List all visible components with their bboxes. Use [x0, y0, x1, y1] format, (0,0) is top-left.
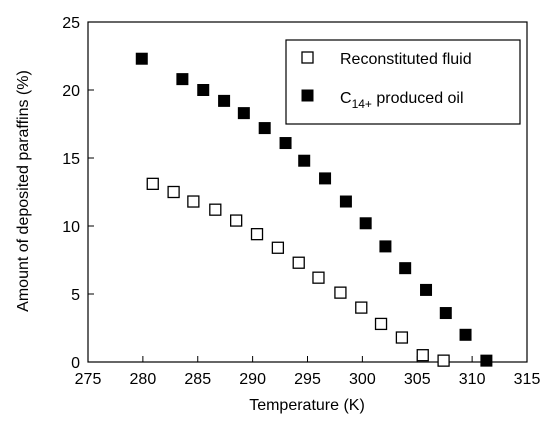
x-tick-label: 275	[75, 371, 102, 388]
data-point-reconstituted-fluid	[292, 256, 305, 269]
data-point-reconstituted-fluid	[167, 185, 180, 199]
legend-label-reconstituted-fluid: Reconstituted fluid	[340, 51, 472, 68]
data-point-c14-produced-oil	[359, 217, 372, 230]
data-point-c14-produced-oil	[420, 283, 433, 296]
axis-tick-labels: 275 280 285 290 295 300 305 310 315 0 5 10 15 20 25	[62, 15, 540, 388]
data-point-c14-produced-oil	[176, 73, 189, 86]
data-point-c14-produced-oil	[339, 195, 352, 208]
x-tick-label: 300	[349, 371, 376, 388]
data-point-reconstituted-fluid	[187, 195, 200, 208]
data-point-c14-produced-oil	[298, 154, 311, 167]
x-tick-label: 280	[130, 371, 157, 388]
x-tick-label: 290	[239, 371, 266, 388]
legend-label-suffix: produced oil	[372, 90, 464, 107]
y-tick-label: 25	[62, 15, 80, 32]
data-point-c14-produced-oil	[197, 84, 210, 96]
y-axis-label: Amount of deposited paraffins (%)	[15, 70, 32, 312]
data-point-reconstituted-fluid	[374, 317, 388, 331]
data-point-reconstituted-fluid	[250, 228, 264, 241]
y-tick-label: 5	[71, 287, 80, 304]
data-point-c14-produced-oil	[439, 307, 452, 320]
x-tick-label: 295	[294, 371, 321, 388]
data-point-reconstituted-fluid	[334, 286, 347, 299]
data-point-reconstituted-fluid	[437, 354, 450, 367]
data-point-reconstituted-fluid	[355, 301, 368, 314]
data-point-c14-produced-oil	[135, 52, 148, 65]
y-tick-label: 0	[71, 355, 80, 372]
data-point-reconstituted-fluid	[395, 331, 409, 344]
data-point-c14-produced-oil	[237, 107, 250, 120]
legend-label-prefix: C	[340, 90, 352, 107]
data-point-reconstituted-fluid	[416, 349, 429, 362]
data-point-reconstituted-fluid	[146, 177, 159, 190]
data-point-c14-produced-oil	[319, 172, 332, 185]
legend-marker-c14-produced-oil	[301, 89, 314, 102]
data-point-c14-produced-oil	[379, 240, 392, 253]
data-point-reconstituted-fluid	[271, 241, 285, 254]
data-point-c14-produced-oil	[480, 354, 493, 367]
data-point-c14-produced-oil	[459, 328, 472, 341]
data-point-c14-produced-oil	[258, 122, 271, 135]
legend-marker-reconstituted-fluid	[301, 51, 314, 64]
x-axis-label: Temperature (K)	[249, 397, 365, 414]
legend-box	[285, 39, 521, 125]
legend-label-subscript: 14+	[352, 97, 372, 111]
y-tick-label: 15	[62, 151, 80, 168]
y-tick-label: 10	[62, 219, 80, 236]
x-tick-label: 315	[514, 371, 541, 388]
data-point-c14-produced-oil	[279, 137, 292, 150]
data-markers	[135, 52, 493, 367]
data-point-reconstituted-fluid	[230, 214, 243, 227]
data-point-c14-produced-oil	[399, 262, 412, 275]
x-tick-label: 285	[184, 371, 211, 388]
x-tick-label: 310	[459, 371, 486, 388]
legend-label-c14-produced-oil: C14+ produced oil	[340, 90, 464, 111]
y-tick-label: 20	[62, 83, 80, 100]
data-point-reconstituted-fluid	[312, 271, 325, 284]
legend: Reconstituted fluid C14+ produced oil	[285, 39, 521, 125]
data-point-c14-produced-oil	[218, 94, 231, 107]
data-point-reconstituted-fluid	[209, 203, 222, 216]
axis-ticks	[87, 21, 528, 363]
x-tick-label: 305	[404, 371, 431, 388]
